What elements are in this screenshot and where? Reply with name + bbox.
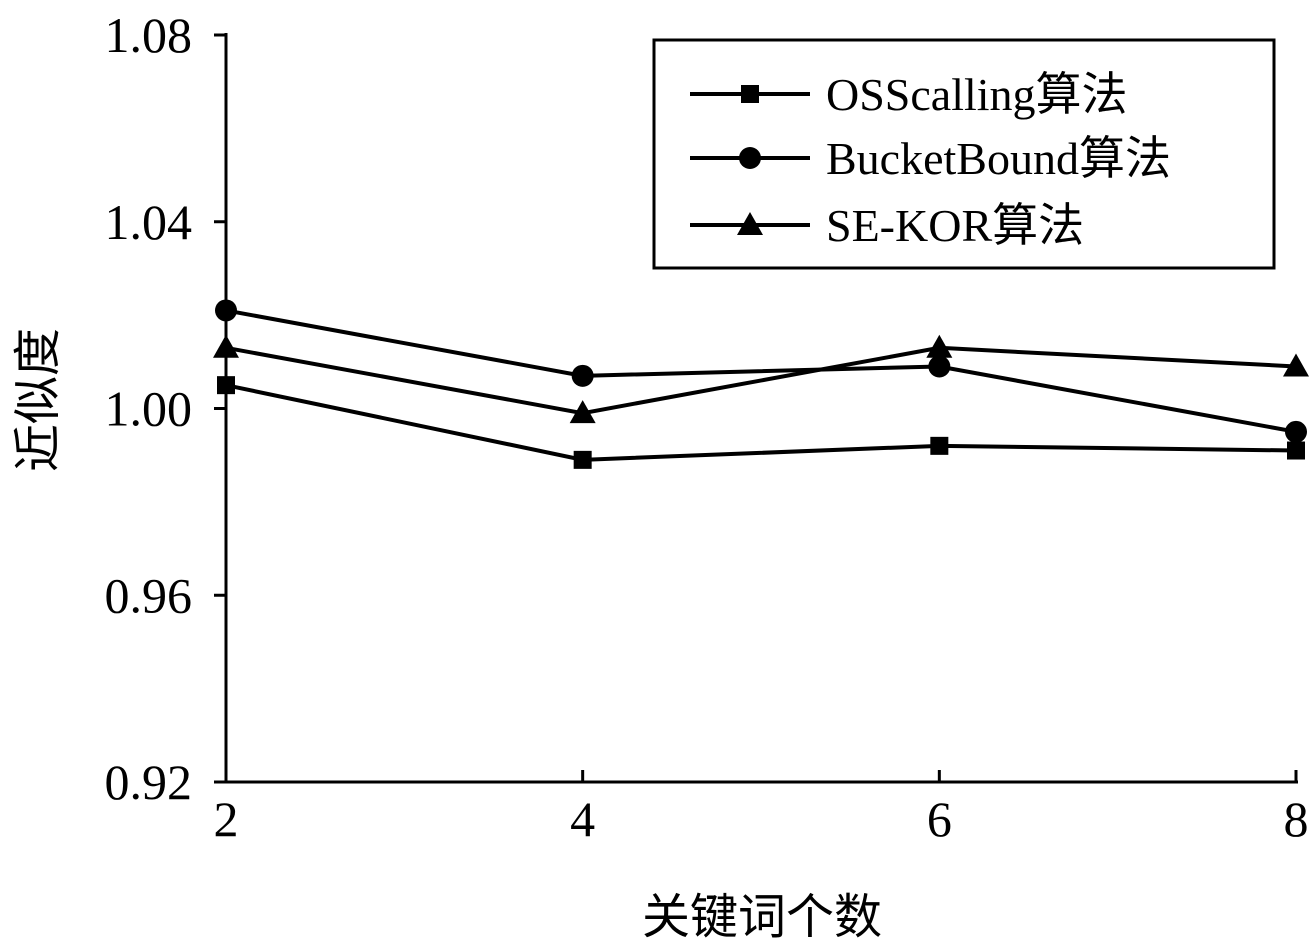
series-line xyxy=(225,383,1297,462)
data-point-triangle xyxy=(1283,353,1309,377)
y-tick-label: 0.96 xyxy=(105,567,193,623)
data-point-square xyxy=(930,436,949,455)
data-point-circle xyxy=(215,299,237,322)
series-line xyxy=(225,345,1297,416)
series-square xyxy=(217,376,1305,469)
y-tick-label: 1.04 xyxy=(105,194,193,250)
ticks: 0.92 0.96 1.00 1.04 1.08 2 4 6 8 xyxy=(105,7,1309,847)
data-point-circle xyxy=(928,355,951,378)
data-point-circle xyxy=(1285,420,1307,443)
legend-label: SE-KOR算法 xyxy=(826,200,1084,251)
x-tick-label: 4 xyxy=(570,791,595,847)
y-tick-label: 0.92 xyxy=(105,754,193,810)
series-circle xyxy=(215,299,1307,443)
x-axis-title: 关键词个数 xyxy=(642,891,882,944)
x-tick-label: 6 xyxy=(927,791,952,847)
legend-entry: OSScalling算法 xyxy=(690,69,1128,120)
data-point-triangle xyxy=(213,334,239,358)
data-point-square xyxy=(1287,441,1305,460)
legend-marker-circle xyxy=(739,147,761,169)
series-triangle xyxy=(213,334,1309,424)
x-tick-label: 2 xyxy=(214,791,239,847)
legend-entry: BucketBound算法 xyxy=(690,133,1171,184)
legend: OSScalling算法 BucketBound算法 SE-KOR算法 xyxy=(652,38,1276,270)
y-tick-label: 1.08 xyxy=(105,7,193,63)
series-layer xyxy=(213,299,1309,469)
y-axis-title: 近似度 xyxy=(12,328,65,472)
data-point-square xyxy=(573,450,592,469)
data-point-triangle xyxy=(569,400,596,424)
legend-marker-square xyxy=(741,85,759,103)
legend-label: BucketBound算法 xyxy=(826,133,1171,184)
data-point-triangle xyxy=(926,334,953,358)
legend-marker-triangle xyxy=(737,212,763,235)
data-point-circle xyxy=(571,364,594,387)
x-tick-label: 8 xyxy=(1284,791,1309,847)
legend-entry: SE-KOR算法 xyxy=(690,200,1084,251)
legend-label: OSScalling算法 xyxy=(826,69,1128,120)
y-tick-label: 1.00 xyxy=(105,381,193,437)
series-line xyxy=(225,308,1297,434)
data-point-square xyxy=(217,376,235,395)
